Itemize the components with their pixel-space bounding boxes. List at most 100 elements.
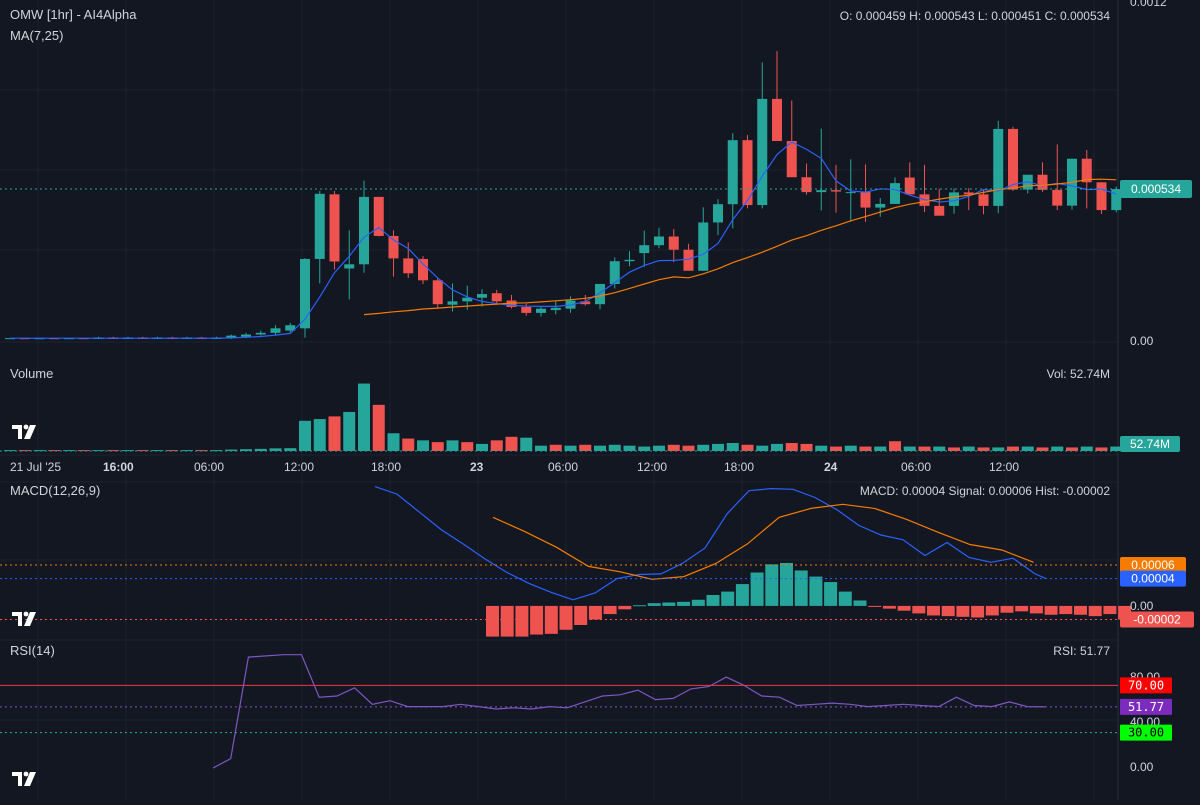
volume-bar-66 bbox=[977, 447, 990, 451]
candle-body-48 bbox=[713, 204, 723, 223]
candle-body-68 bbox=[1008, 128, 1018, 190]
time-tick-8: 18:00 bbox=[724, 460, 754, 474]
macd-hist-bar-13 bbox=[677, 601, 691, 606]
volume-bar-44 bbox=[653, 445, 665, 451]
volume-bar-63 bbox=[933, 446, 946, 451]
candle-body-30 bbox=[447, 301, 458, 305]
candle-body-28 bbox=[418, 258, 428, 281]
volume-pane[interactable]: 52.74M bbox=[0, 383, 1180, 452]
tv-logo-part bbox=[12, 425, 22, 439]
macd-hist-bar-23 bbox=[824, 582, 838, 606]
macd-hist-bar-42 bbox=[1103, 605, 1117, 615]
tv-logo-icon bbox=[12, 424, 36, 439]
candle-body-21 bbox=[314, 193, 325, 259]
volume-bar-29 bbox=[431, 442, 444, 451]
signal-badge bbox=[1120, 557, 1186, 573]
volume-bar-48 bbox=[712, 443, 724, 451]
macd-hist-bar-39 bbox=[1059, 605, 1073, 615]
rsi-upper-badge bbox=[1120, 677, 1172, 694]
volume-bar-53 bbox=[785, 443, 798, 451]
candle-body-25 bbox=[373, 196, 384, 236]
macd-hist-bar-1 bbox=[500, 605, 514, 637]
candle-body-34 bbox=[506, 300, 517, 307]
time-tick-6: 06:00 bbox=[548, 460, 578, 474]
volume-bar-74 bbox=[1095, 447, 1108, 451]
time-tick-4: 18:00 bbox=[371, 460, 401, 474]
grid-lines bbox=[0, 0, 1119, 800]
volume-bar-43 bbox=[638, 446, 651, 451]
volume-bar-9 bbox=[136, 450, 149, 452]
volume-bar-47 bbox=[697, 444, 710, 451]
candle-body-15 bbox=[226, 335, 237, 339]
tv-logo-part bbox=[23, 424, 29, 430]
rsi-line bbox=[212, 654, 1045, 769]
candle-body-63 bbox=[934, 205, 945, 216]
macd-hist-bar-29 bbox=[912, 605, 926, 614]
macd-hist-bar-0 bbox=[486, 605, 499, 637]
candle-body-16 bbox=[241, 334, 251, 337]
candle-body-41 bbox=[609, 261, 620, 284]
rsi-label: RSI(14) bbox=[10, 643, 55, 658]
candle-body-47 bbox=[698, 222, 709, 271]
tv-logo-part bbox=[12, 772, 22, 786]
rsi-badge bbox=[1120, 698, 1172, 715]
volume-bar-2 bbox=[33, 450, 46, 452]
volume-bar-19 bbox=[284, 448, 297, 451]
macd-hist-bar-30 bbox=[927, 605, 940, 616]
macd-hist-bar-35 bbox=[1000, 605, 1014, 613]
time-tick-9: 24 bbox=[824, 460, 838, 474]
macd-hist-bar-8 bbox=[603, 605, 617, 615]
macd-hist-bar-27 bbox=[882, 605, 896, 609]
hist-badge bbox=[1120, 611, 1194, 628]
macd-hist-bar-36 bbox=[1015, 605, 1029, 612]
rsi-lower-badge bbox=[1120, 724, 1172, 741]
volume-bar-20 bbox=[299, 420, 311, 451]
volume-bar-35 bbox=[520, 437, 533, 451]
volume-bar-16 bbox=[240, 449, 252, 451]
volume-bar-5 bbox=[77, 450, 90, 452]
macd-hist-bar-34 bbox=[985, 605, 999, 616]
candle-body-61 bbox=[904, 177, 915, 195]
volume-bar-10 bbox=[151, 450, 164, 452]
volume-bar-36 bbox=[535, 445, 547, 451]
volume-bar-69 bbox=[1021, 446, 1034, 451]
volume-bar-41 bbox=[608, 444, 621, 451]
candle-body-18 bbox=[270, 328, 281, 333]
volume-bar-32 bbox=[476, 443, 488, 451]
signal-badge-text: 0.00006 bbox=[1131, 558, 1175, 572]
volume-badge bbox=[1120, 436, 1180, 452]
macd-hist-bar-32 bbox=[956, 605, 970, 617]
volume-bar-11 bbox=[166, 450, 179, 452]
candle-body-54 bbox=[801, 177, 812, 193]
macd-badge bbox=[1120, 570, 1186, 587]
candle-body-43 bbox=[639, 245, 650, 254]
rsi-tick-0: 0.00 bbox=[1130, 760, 1154, 774]
price-tick-zero: 0.00 bbox=[1130, 334, 1154, 348]
volume-bar-39 bbox=[579, 444, 592, 451]
candle-body-27 bbox=[403, 258, 414, 274]
price-pane[interactable]: 0.000534 bbox=[0, 51, 1192, 340]
tv-logo-part bbox=[12, 612, 22, 626]
ma25-line bbox=[363, 178, 1117, 316]
candle-body-19 bbox=[285, 325, 296, 331]
candle-body-44 bbox=[654, 236, 664, 246]
volume-bar-70 bbox=[1036, 447, 1049, 451]
volume-bar-31 bbox=[461, 442, 474, 451]
candle-body-39 bbox=[580, 301, 591, 305]
macd-hist-bar-31 bbox=[941, 605, 955, 617]
rsi-badge-text: 51.77 bbox=[1128, 700, 1164, 714]
candle-body-20 bbox=[300, 258, 310, 329]
volume-bar-26 bbox=[387, 433, 400, 451]
tv-logo-part bbox=[24, 425, 36, 439]
macd-label: MACD(12,26,9) bbox=[10, 483, 101, 498]
chart-title: OMW [1hr] - AI4Alpha bbox=[10, 7, 137, 22]
macd-line bbox=[374, 486, 1047, 601]
macd-hist-bar-37 bbox=[1029, 605, 1043, 614]
candle-body-49 bbox=[727, 140, 738, 205]
candle-body-24 bbox=[359, 196, 369, 265]
candle-body-52 bbox=[772, 98, 782, 142]
rsi-upper-badge-text: 70.00 bbox=[1128, 678, 1164, 692]
